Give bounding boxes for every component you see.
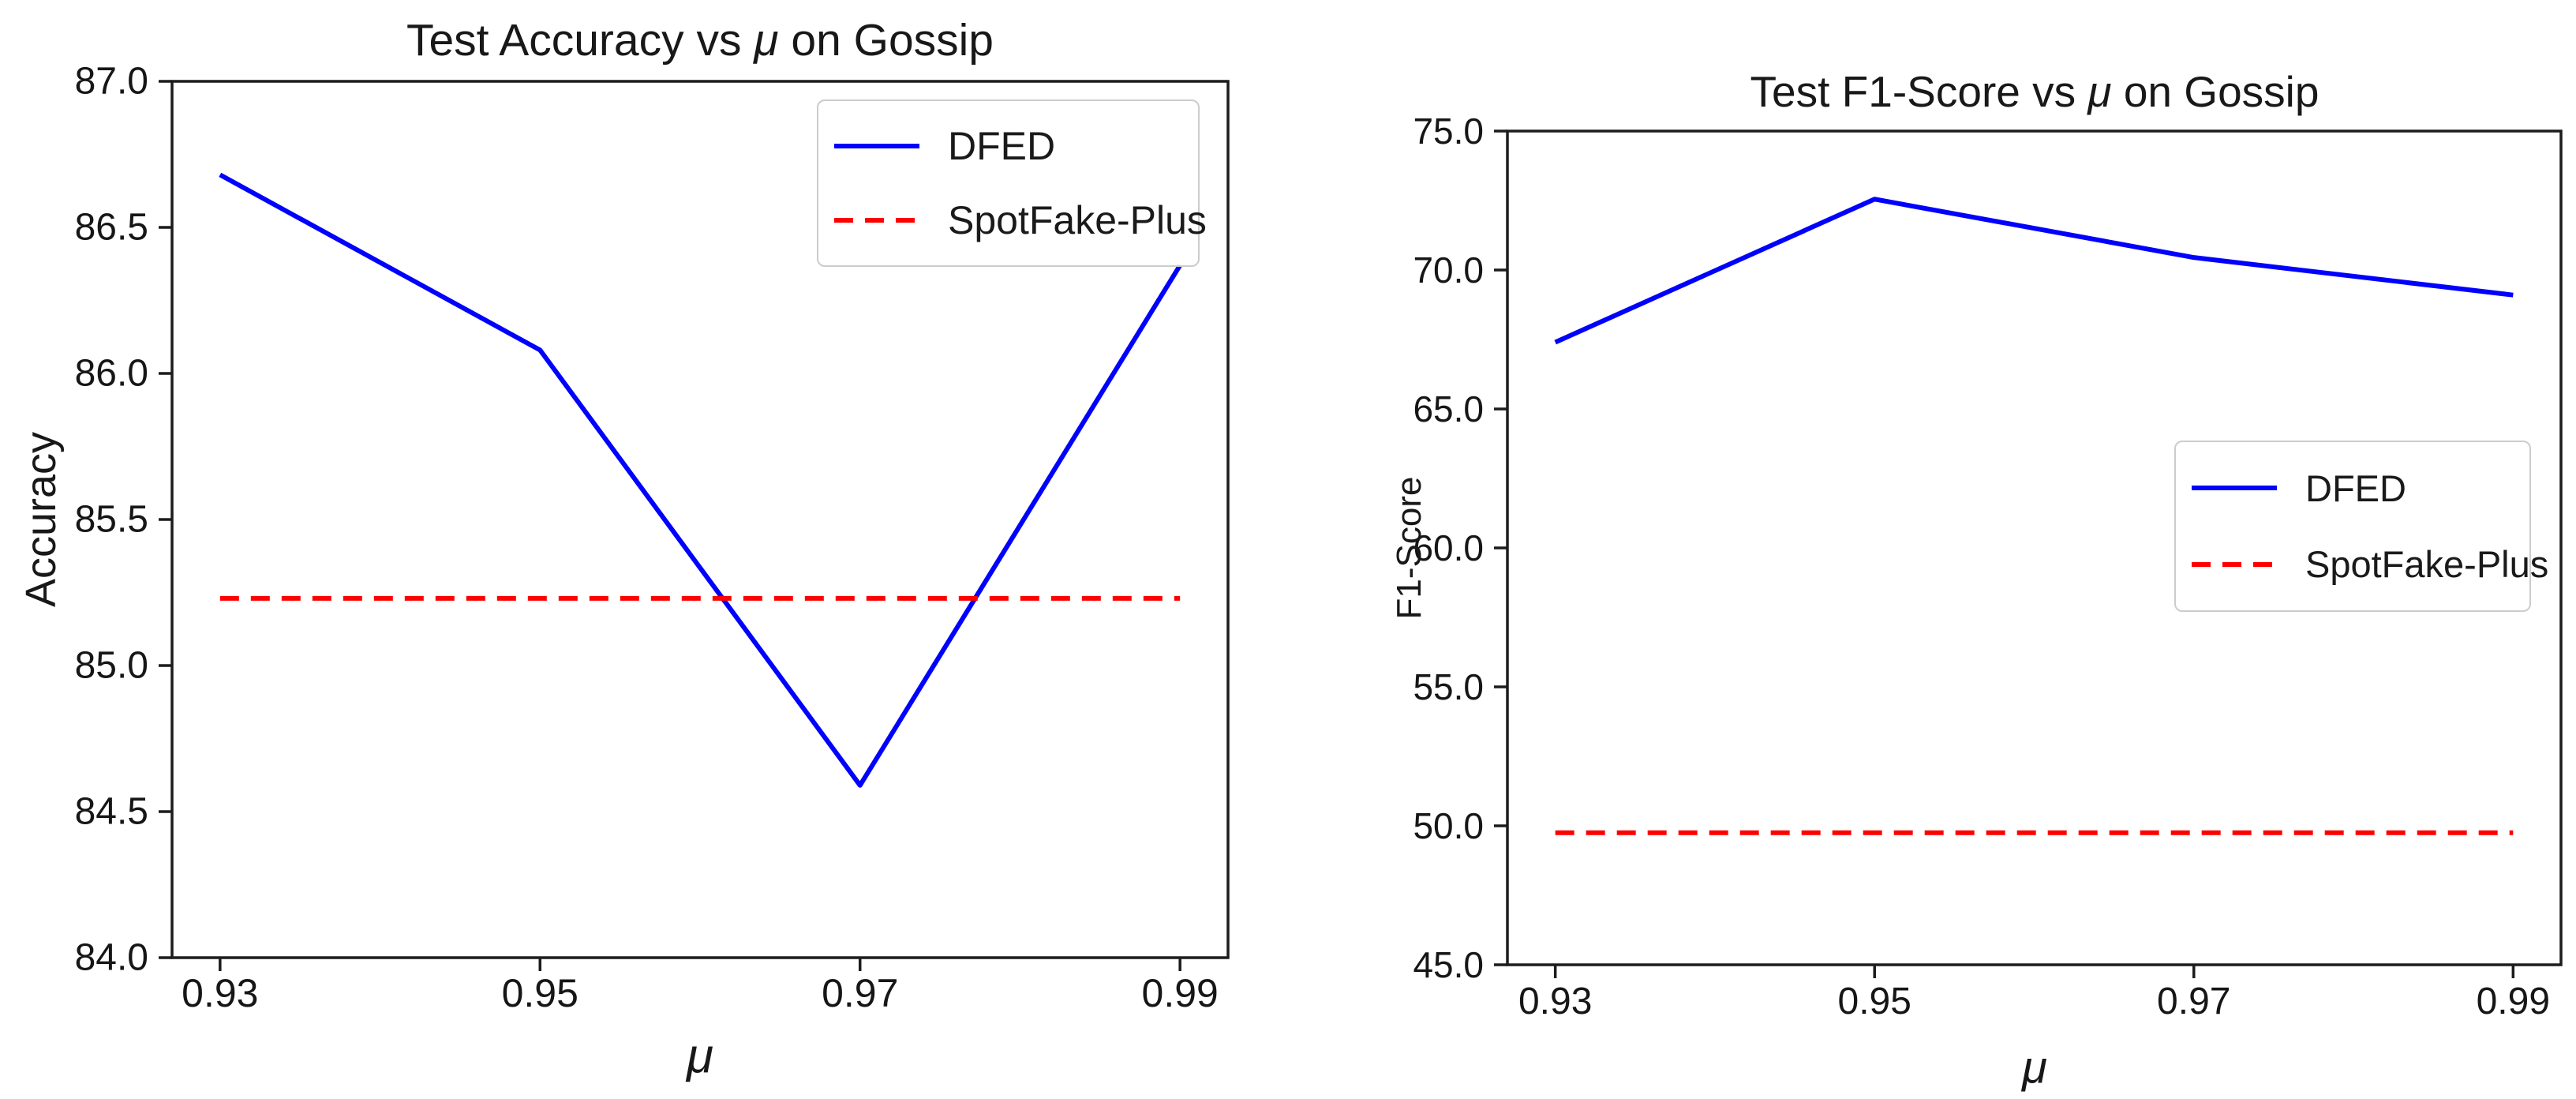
mu-symbol: μ: [2087, 67, 2112, 116]
legend-label-dfed: DFED: [2305, 467, 2406, 509]
dfed-data-line: [1554, 197, 2514, 345]
y-tick-label: 45.0: [1413, 944, 1484, 985]
spotfake-dashed-line-sample-icon: [2192, 561, 2277, 567]
legend-label-spotfake: SpotFake-Plus: [948, 198, 1207, 242]
y-tick-label: 60.0: [1413, 527, 1484, 568]
dfed-data-line: [219, 172, 1182, 788]
y-tick-label: 84.5: [75, 791, 148, 833]
dfed-line-sample-icon: [2192, 486, 2277, 491]
title-text: Test F1-Score vs: [1750, 67, 2088, 116]
title-text: on Gossip: [778, 15, 994, 66]
y-tick-label: 85.5: [75, 499, 148, 541]
y-tick-label: 86.0: [75, 353, 148, 395]
y-tick-label: 70.0: [1413, 249, 1484, 291]
y-tick-label: 84.0: [75, 937, 148, 979]
title-text: Test Accuracy vs: [406, 15, 754, 66]
y-tick-label: 85.0: [75, 645, 148, 687]
f1-legend: DFED SpotFake-Plus: [2174, 441, 2548, 612]
spotfake-dashed-line-sample-icon: [834, 218, 919, 223]
f1-y-axis-label: F1-Score: [1390, 476, 1428, 620]
x-tick-label: 0.97: [822, 971, 898, 1015]
mu-symbol: μ: [754, 15, 779, 66]
x-tick-label: 0.99: [1142, 971, 1219, 1015]
y-tick-label: 86.5: [75, 207, 148, 249]
title-text: on Gossip: [2111, 67, 2320, 116]
x-tick-label: 0.97: [2157, 981, 2230, 1022]
f1-plot-area: 75.0 70.0 65.0 60.0 55.0 50.0 45.0 0.93 0.95 0.97…: [1413, 111, 2563, 1022]
y-tick-label: 87.0: [75, 61, 148, 103]
y-tick-label: 75.0: [1413, 111, 1484, 152]
legend-label-spotfake: SpotFake-Plus: [2305, 543, 2549, 586]
x-tick-label: 0.95: [502, 971, 578, 1015]
y-tick-label: 50.0: [1413, 805, 1484, 846]
dfed-line-sample-icon: [834, 144, 919, 148]
legend-entry-dfed: DFED: [2192, 467, 2514, 510]
y-tick-label: 65.0: [1413, 388, 1484, 429]
x-tick-label: 0.99: [2477, 981, 2550, 1022]
legend-entry-spotfake: SpotFake-Plus: [2192, 542, 2548, 586]
y-tick-label: 55.0: [1413, 666, 1484, 707]
legend-entry-spotfake: SpotFake-Plus: [834, 197, 1207, 243]
x-tick-label: 0.93: [182, 971, 258, 1015]
accuracy-plot-area: 87.0 86.5 86.0 85.5 85.0 84.5 84.0 0.93 0.95 0.97…: [75, 61, 1230, 1015]
x-tick-label: 0.95: [1838, 981, 1911, 1022]
accuracy-x-axis-label: μ: [687, 1029, 713, 1084]
f1-chart-title: Test F1-Score vs μ on Gossip: [1750, 66, 2320, 117]
legend-entry-dfed: DFED: [834, 123, 1182, 169]
accuracy-legend: DFED SpotFake-Plus: [817, 99, 1207, 267]
legend-label-dfed: DFED: [948, 124, 1056, 168]
accuracy-chart-title: Test Accuracy vs μ on Gossip: [406, 14, 994, 66]
accuracy-y-axis-label: Accuracy: [17, 431, 65, 608]
f1-x-axis-label: μ: [2022, 1041, 2047, 1093]
x-tick-label: 0.93: [1518, 981, 1592, 1022]
